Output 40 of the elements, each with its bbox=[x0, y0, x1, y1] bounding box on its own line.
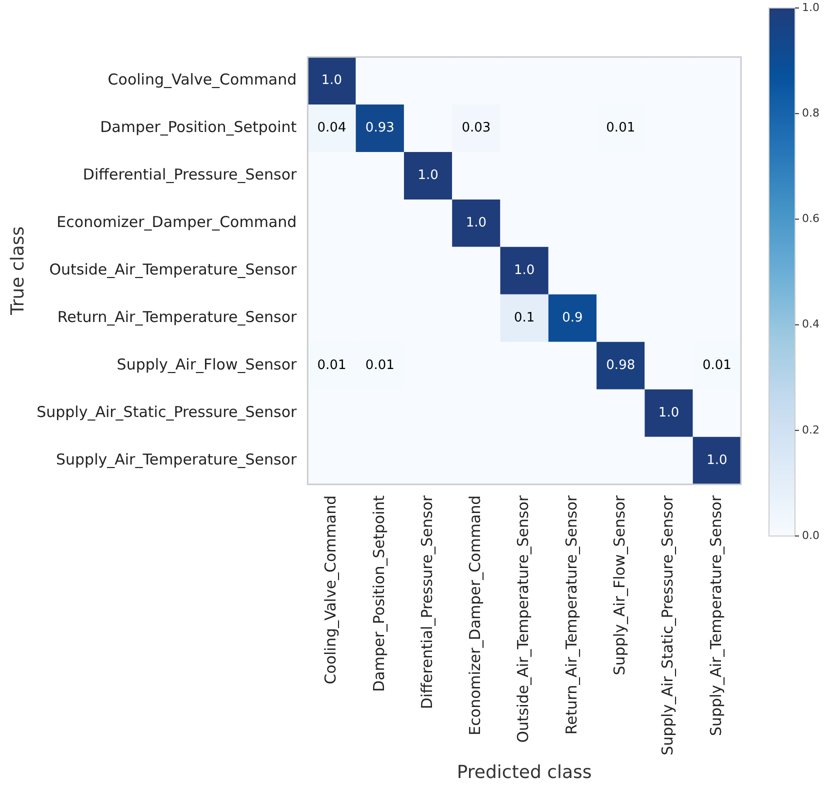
data-label: 0.1 bbox=[514, 310, 535, 326]
y-tick-label: Cooling_Valve_Command bbox=[108, 70, 297, 89]
y-tick-label: Economizer_Damper_Command bbox=[56, 213, 297, 232]
y-tick-label: Supply_Air_Temperature_Sensor bbox=[56, 450, 298, 468]
x-tick-label: Supply_Air_Flow_Sensor bbox=[610, 494, 629, 676]
data-label: 0.01 bbox=[365, 358, 394, 374]
data-label: 0.93 bbox=[365, 120, 394, 136]
y-axis-title: True class bbox=[7, 226, 28, 316]
y-tick-label: Return_Air_Temperature_Sensor bbox=[57, 308, 298, 326]
x-tick-label: Differential_Pressure_Sensor bbox=[418, 494, 436, 710]
data-label: 1.0 bbox=[706, 452, 728, 468]
y-tick-label: Damper_Position_Setpoint bbox=[100, 118, 297, 136]
data-label: 0.9 bbox=[562, 310, 583, 326]
data-label: 0.01 bbox=[606, 120, 636, 136]
y-tick-label: Outside_Air_Temperature_Sensor bbox=[49, 260, 298, 279]
x-tick-label: Outside_Air_Temperature_Sensor bbox=[514, 494, 532, 743]
data-label: 1.0 bbox=[321, 73, 342, 88]
x-axis-title: Predicted class bbox=[456, 762, 592, 783]
data-label: 1.0 bbox=[514, 263, 535, 278]
x-tick-label: Supply_Air_Temperature_Sensor bbox=[706, 494, 725, 736]
y-tick-label: Supply_Air_Static_Pressure_Sensor bbox=[36, 403, 298, 421]
data-label: 0.04 bbox=[317, 120, 346, 136]
color-bar-label: 0.0 bbox=[802, 528, 820, 542]
data-label: 0.98 bbox=[606, 358, 636, 374]
color-bar-label: 1.0 bbox=[802, 0, 820, 14]
x-tick-label: Economizer_Damper_Command bbox=[466, 495, 484, 736]
data-label: 1.0 bbox=[658, 405, 680, 420]
y-tick-label: Supply_Air_Flow_Sensor bbox=[116, 356, 298, 374]
color-bar-label: 0.8 bbox=[802, 106, 820, 120]
color-bar-label: 0.2 bbox=[802, 423, 820, 436]
data-label: 0.03 bbox=[462, 120, 491, 136]
data-label: 0.01 bbox=[702, 358, 732, 374]
color-bar-label: 0.4 bbox=[802, 318, 820, 331]
data-label: 1.0 bbox=[418, 168, 438, 184]
color-bar-label: 0.6 bbox=[802, 212, 820, 226]
data-label: 1.0 bbox=[466, 216, 487, 231]
data-label: 0.01 bbox=[317, 358, 346, 374]
x-tick-label: Return_Air_Temperature_Sensor bbox=[562, 494, 580, 735]
x-tick-label: Supply_Air_Static_Pressure_Sensor bbox=[658, 494, 677, 756]
y-tick-label: Differential_Pressure_Sensor bbox=[82, 166, 298, 184]
